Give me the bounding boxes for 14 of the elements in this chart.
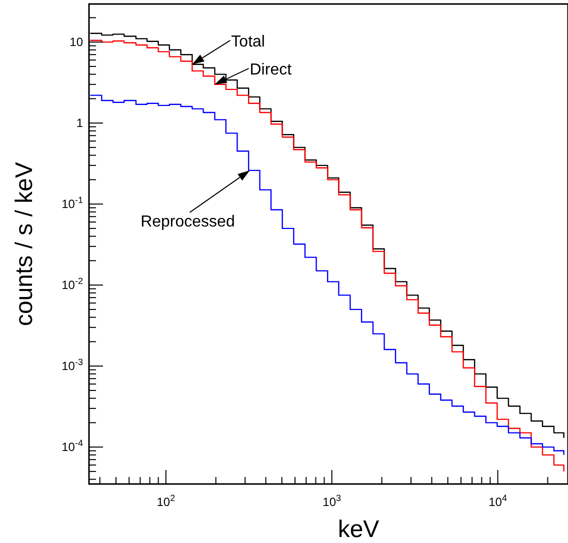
y-tick-label: 10$^{-1}$ [62,195,83,212]
y-tick-label: 10$^{-3}$ [62,357,83,374]
x-tick-label: 10$^{3}$ [322,493,342,509]
y-tick-label: 10$^{-2}$ [62,276,83,292]
y-axis-title: counts / s / keV [11,162,38,326]
y-tick-label: 1 [76,116,84,130]
annotation: Reprocessed [140,213,235,230]
x-axis-title: keV [338,516,380,543]
x-tick-label: 10$^{4}$ [488,493,507,509]
y-tick-label: 10 [70,35,84,50]
annotation: Total [231,33,265,50]
x-tick-label: 10$^{2}$ [156,493,176,509]
annotation: Direct [250,61,292,78]
y-tick-label: 10$^{-4}$ [62,438,83,454]
